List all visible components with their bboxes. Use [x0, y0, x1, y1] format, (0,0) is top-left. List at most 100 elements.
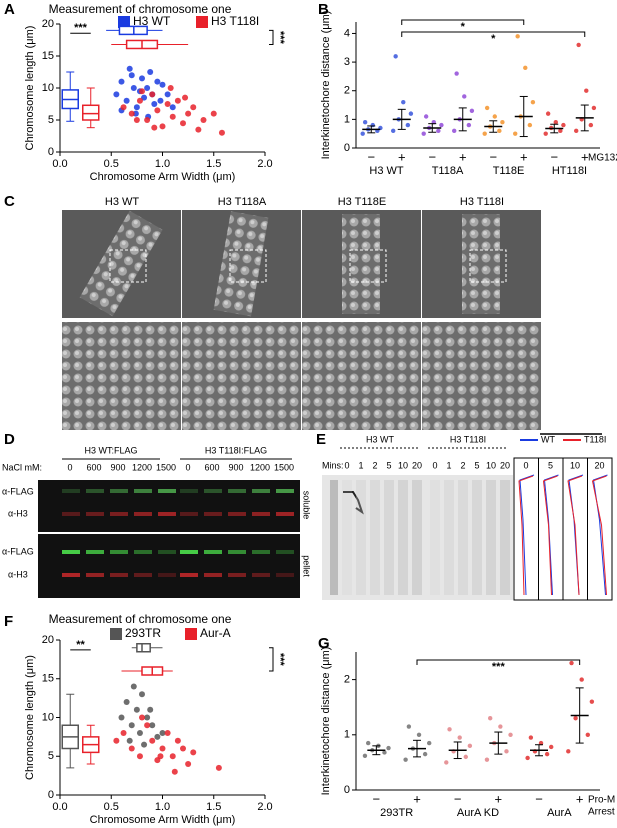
band [62, 512, 80, 516]
point [444, 760, 449, 765]
point [543, 131, 548, 136]
gel-lane [444, 480, 454, 595]
point [492, 114, 497, 119]
y-axis-label: Chromosome length (μm) [24, 26, 36, 151]
point [366, 740, 371, 746]
gel-lane [486, 480, 496, 595]
point [144, 85, 151, 91]
panel-label: A [4, 1, 15, 18]
legend-label: H3 WT [133, 14, 171, 28]
sem-zoom [422, 322, 541, 430]
legend-label: WT [541, 434, 555, 444]
x-tick-label: 0.5 [104, 801, 119, 813]
band [276, 550, 294, 554]
point [200, 117, 207, 123]
point [154, 107, 161, 114]
band [86, 550, 104, 554]
point [130, 683, 137, 690]
point [382, 750, 387, 755]
x-tick-label: − [373, 791, 381, 806]
sig-bracket [269, 647, 274, 672]
column-label: H3 T118I [460, 196, 504, 208]
x-axis-label: Chromosome Arm Width (μm) [90, 814, 236, 826]
x-tick-label: + [413, 791, 421, 806]
point [149, 91, 156, 98]
point [504, 749, 509, 754]
point [447, 727, 452, 732]
point [558, 128, 563, 134]
lane-label: 1 [446, 460, 451, 470]
x-tick-label: − [489, 149, 497, 164]
band [276, 512, 294, 516]
group-label: H3 WT [369, 165, 404, 177]
point [469, 108, 475, 113]
profile-t118i [567, 475, 583, 596]
x-tick-label: + [495, 791, 503, 806]
band [134, 489, 152, 493]
group-label: AurA KD [457, 807, 499, 819]
point [144, 117, 151, 123]
panel-label: E [316, 431, 326, 448]
y-tick-label: 1 [344, 729, 350, 741]
point [136, 97, 143, 104]
band [110, 573, 128, 577]
band [180, 512, 198, 516]
point [545, 111, 551, 116]
point [171, 768, 178, 775]
box [136, 643, 151, 653]
x-tick-label: − [550, 149, 558, 164]
point [144, 722, 151, 729]
treatment-label: Pro-M [588, 795, 615, 806]
point [151, 101, 158, 107]
point [439, 122, 444, 128]
significance: *** [492, 661, 506, 673]
point [523, 65, 528, 71]
y-tick-label: 0 [344, 784, 350, 796]
group-label: HT118I [552, 165, 587, 177]
gel-lane [412, 480, 422, 595]
group-label: H3 WT:FLAG [84, 445, 137, 455]
panel-label: C [4, 193, 15, 210]
band [204, 512, 222, 516]
point [500, 120, 505, 125]
profile-label: 5 [548, 460, 553, 470]
point [513, 131, 518, 136]
band [252, 512, 270, 516]
band [110, 489, 128, 493]
point [149, 737, 156, 744]
y-tick-label: 10 [42, 82, 54, 94]
significance: *** [274, 31, 286, 45]
band-label: α-FLAG [2, 486, 34, 496]
point [180, 745, 186, 752]
point [585, 732, 590, 737]
point [421, 131, 426, 136]
fraction-label: pellet [302, 555, 312, 577]
x-tick-label: 2.0 [257, 801, 272, 813]
band-label: α-FLAG [2, 546, 34, 556]
lane-label: 900 [228, 462, 243, 472]
group-label: AurA [547, 807, 572, 819]
profile-label: 20 [594, 460, 604, 470]
point [113, 91, 120, 98]
point [151, 124, 158, 131]
point [530, 99, 536, 105]
band-label: α-H3 [8, 508, 28, 518]
x-tick-label: + [576, 791, 584, 806]
y-tick-label: 15 [42, 50, 54, 62]
point [139, 714, 145, 721]
point [466, 122, 472, 128]
y-tick-label: 10 [42, 711, 54, 723]
lane-label: 2 [372, 460, 377, 470]
group-label: H3 T118I [450, 434, 486, 444]
point [488, 716, 493, 721]
sem-zoom [62, 322, 181, 430]
x-tick-label: − [367, 149, 375, 164]
gel-lane [458, 480, 468, 595]
legend-label: 293TR [125, 626, 161, 640]
point [118, 78, 125, 85]
band [204, 550, 222, 554]
point [190, 104, 197, 111]
y-tick-label: 20 [42, 634, 54, 646]
lane-label: 1500 [156, 462, 176, 472]
gel-lane [500, 480, 510, 595]
